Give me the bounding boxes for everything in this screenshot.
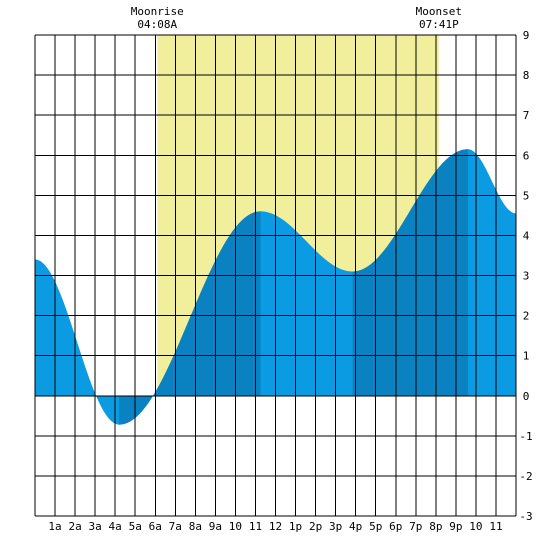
x-tick-label: 3p bbox=[329, 520, 342, 533]
x-tick-label: 5a bbox=[129, 520, 142, 533]
x-tick-label: 12 bbox=[269, 520, 282, 533]
y-tick-label: 5 bbox=[523, 189, 530, 202]
tide-shaded-segment-2 bbox=[157, 211, 261, 396]
x-tick-label: 8p bbox=[429, 520, 442, 533]
x-tick-label: 2p bbox=[309, 520, 322, 533]
x-tick-label: 11 bbox=[489, 520, 502, 533]
y-tick-label: 2 bbox=[523, 310, 530, 323]
x-tick-label: 5p bbox=[369, 520, 382, 533]
x-tick-label: 1a bbox=[48, 520, 61, 533]
y-axis-ticks: -3 -2 -1 0 1 2 3 4 5 6 7 8 9 bbox=[519, 29, 532, 523]
y-tick-label: -3 bbox=[519, 510, 532, 523]
x-tick-label: 9a bbox=[209, 520, 222, 533]
moonrise-label: Moonrise bbox=[131, 5, 184, 18]
y-tick-label: 6 bbox=[523, 149, 530, 162]
y-tick-label: 7 bbox=[523, 109, 530, 122]
moonset-time: 07:41P bbox=[419, 18, 459, 31]
x-tick-label: 2a bbox=[68, 520, 81, 533]
x-tick-label: 4p bbox=[349, 520, 362, 533]
x-tick-label: 9p bbox=[449, 520, 462, 533]
grid bbox=[34, 34, 517, 517]
moonset-label: Moonset bbox=[416, 5, 462, 18]
x-tick-label: 10 bbox=[469, 520, 482, 533]
x-tick-label: 8a bbox=[189, 520, 202, 533]
x-tick-label: 1p bbox=[289, 520, 302, 533]
y-tick-label: 4 bbox=[523, 229, 530, 242]
x-tick-label: 7p bbox=[409, 520, 422, 533]
y-tick-label: 3 bbox=[523, 270, 530, 283]
x-tick-label: 3a bbox=[89, 520, 102, 533]
x-axis-ticks: 1a 2a 3a 4a 5a 6a 7a 8a 9a 10 11 12 1p 2p 3p 4p 5p 6p 7p 8p… bbox=[48, 520, 502, 533]
y-tick-label: 8 bbox=[523, 69, 530, 82]
moonrise-time: 04:08A bbox=[137, 18, 177, 31]
x-tick-label: 4a bbox=[109, 520, 122, 533]
x-tick-label: 11 bbox=[249, 520, 262, 533]
y-tick-label: -1 bbox=[519, 430, 532, 443]
y-tick-label: 9 bbox=[523, 29, 530, 42]
x-tick-label: 6a bbox=[149, 520, 162, 533]
tide-shaded-segment-3 bbox=[352, 149, 468, 396]
x-tick-label: 10 bbox=[229, 520, 242, 533]
y-tick-label: 0 bbox=[523, 390, 530, 403]
tide-shaded-segment-1 bbox=[119, 388, 158, 425]
y-tick-label: 1 bbox=[523, 350, 530, 363]
y-tick-label: -2 bbox=[519, 470, 532, 483]
x-tick-label: 7a bbox=[169, 520, 182, 533]
x-tick-label: 6p bbox=[389, 520, 402, 533]
